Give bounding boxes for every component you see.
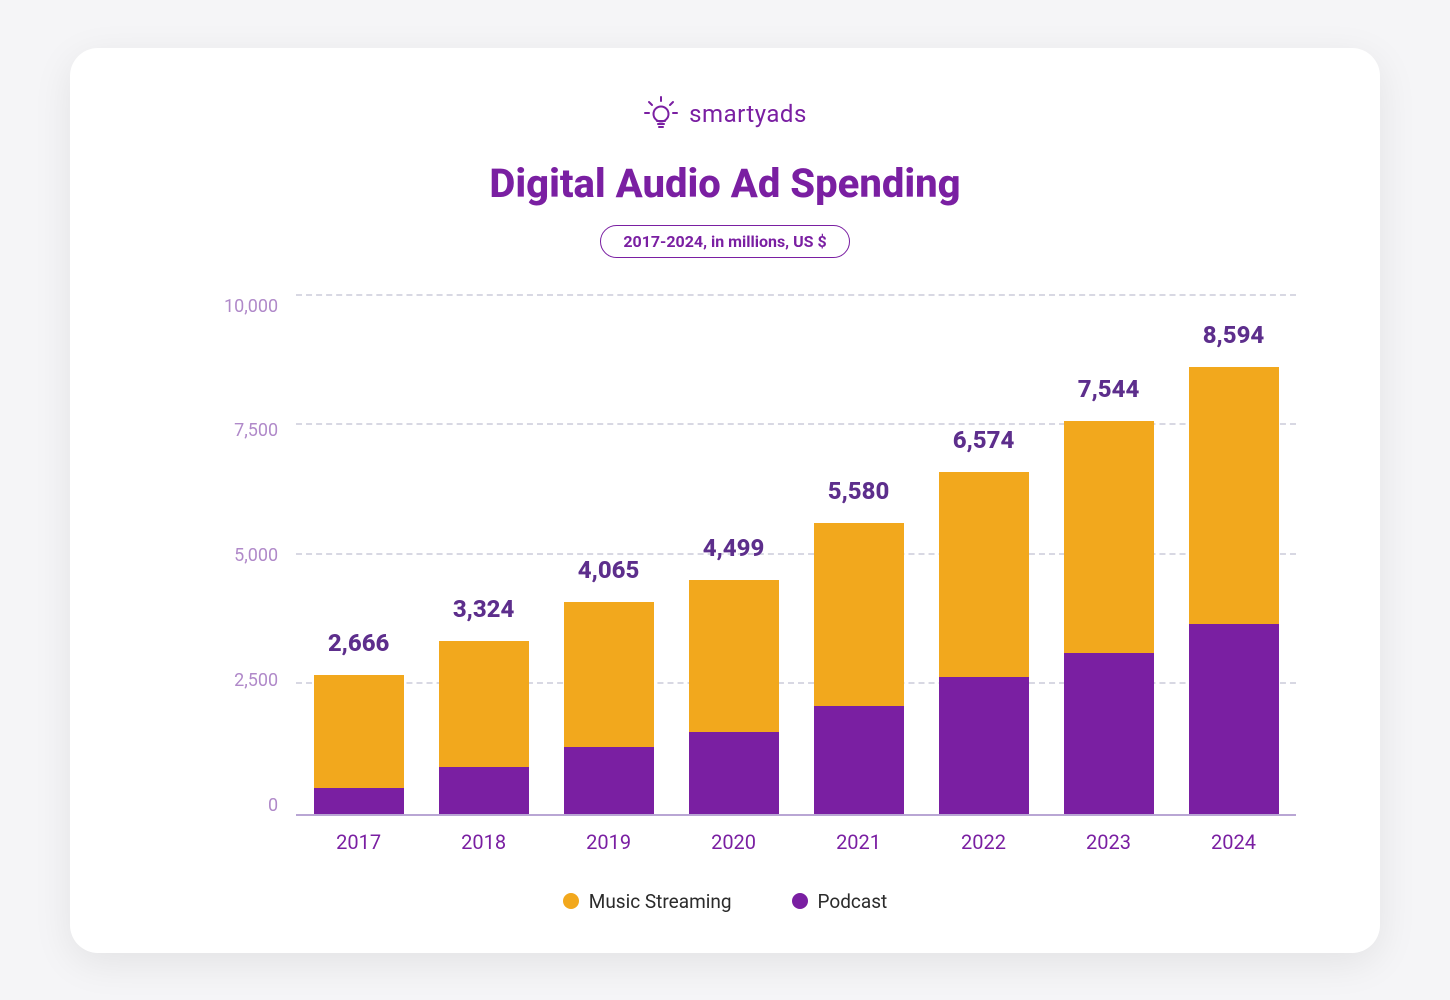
y-axis: 10,000 7,500 5,000 2,500 0 <box>224 296 296 816</box>
y-tick-label: 5,000 <box>234 545 278 566</box>
x-tick-label: 2024 <box>1189 830 1279 854</box>
legend-label: Music Streaming <box>589 890 732 913</box>
x-tick-label: 2023 <box>1064 830 1154 854</box>
bar-segment-music-streaming <box>1064 421 1154 653</box>
bar-segment-music-streaming <box>1189 367 1279 624</box>
bar-total-label: 6,574 <box>953 426 1015 454</box>
plot-area-wrap: 2,666 3,324 4,065 4,499 5,580 6,574 7,544 8,594… <box>296 296 1296 854</box>
brand-name: smartyads <box>689 100 807 128</box>
bars-container: 2,666 3,324 4,065 4,499 5,580 6,574 7,544 8,594 <box>296 296 1296 814</box>
bar-segment-music-streaming <box>689 580 779 733</box>
legend-label: Podcast <box>818 890 888 913</box>
bar-segment-music-streaming <box>564 602 654 747</box>
bar-segment-podcast <box>939 677 1029 813</box>
legend-item: Music Streaming <box>563 890 732 913</box>
bar-segment-music-streaming <box>939 472 1029 678</box>
x-tick-label: 2017 <box>314 830 404 854</box>
bar-segment-podcast <box>564 747 654 814</box>
chart-title: Digital Audio Ad Spending <box>134 160 1316 207</box>
bar-segment-podcast <box>439 767 529 814</box>
chart-area: 10,000 7,500 5,000 2,500 0 2,666 3,324 4,065 4,… <box>224 296 1296 854</box>
x-tick-label: 2019 <box>564 830 654 854</box>
bar-segment-podcast <box>689 732 779 813</box>
bar-segment-podcast <box>1064 653 1154 814</box>
x-axis: 2017 2018 2019 2020 2021 2022 2023 2024 <box>296 816 1296 854</box>
chart-subtitle: 2017-2024, in millions, US $ <box>600 225 849 258</box>
x-tick-label: 2022 <box>939 830 1029 854</box>
legend: Music Streaming Podcast <box>134 890 1316 913</box>
bar-segment-podcast <box>314 788 404 814</box>
bar-total-label: 7,544 <box>1078 375 1140 403</box>
legend-swatch <box>563 893 579 909</box>
chart-card: smartyads Digital Audio Ad Spending 2017… <box>70 48 1380 953</box>
bar-segment-podcast <box>814 706 904 814</box>
bar-group: 3,324 <box>439 641 529 814</box>
bar-segment-podcast <box>1189 624 1279 814</box>
legend-swatch <box>792 893 808 909</box>
y-tick-label: 0 <box>268 795 278 816</box>
y-tick-label: 10,000 <box>224 296 278 317</box>
x-tick-label: 2021 <box>814 830 904 854</box>
bar-segment-music-streaming <box>439 641 529 767</box>
bar-group: 2,666 <box>314 675 404 814</box>
bar-group: 8,594 <box>1189 367 1279 814</box>
plot-area: 2,666 3,324 4,065 4,499 5,580 6,574 7,544 8,594 <box>296 296 1296 816</box>
bar-group: 5,580 <box>814 523 904 813</box>
bar-total-label: 4,499 <box>703 534 765 562</box>
y-tick-label: 2,500 <box>234 670 278 691</box>
bar-total-label: 5,580 <box>828 477 890 505</box>
bar-total-label: 4,065 <box>578 556 640 584</box>
y-tick-label: 7,500 <box>234 420 278 441</box>
brand-logo: smartyads <box>134 96 1316 132</box>
bar-total-label: 8,594 <box>1203 321 1265 349</box>
legend-item: Podcast <box>792 890 888 913</box>
lightbulb-icon <box>643 96 679 132</box>
x-tick-label: 2020 <box>689 830 779 854</box>
bar-group: 7,544 <box>1064 421 1154 813</box>
bar-total-label: 3,324 <box>453 595 515 623</box>
bar-segment-music-streaming <box>814 523 904 706</box>
x-tick-label: 2018 <box>439 830 529 854</box>
bar-group: 6,574 <box>939 472 1029 814</box>
bar-total-label: 2,666 <box>328 629 390 657</box>
bar-segment-music-streaming <box>314 675 404 788</box>
bar-group: 4,499 <box>689 580 779 814</box>
bar-group: 4,065 <box>564 602 654 813</box>
